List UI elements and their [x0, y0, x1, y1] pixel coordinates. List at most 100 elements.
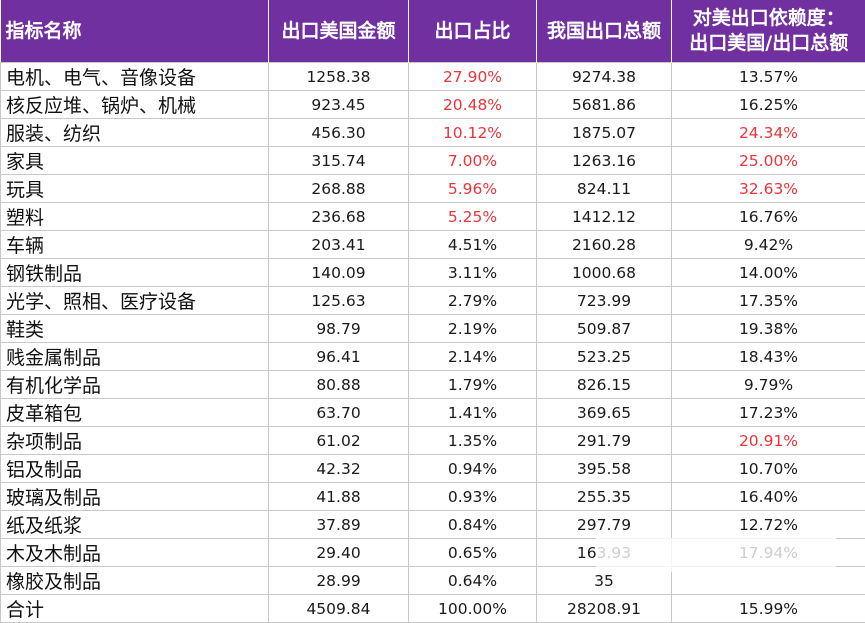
header-total-export: 我国出口总额 — [537, 0, 672, 63]
cell-dependency — [672, 567, 865, 595]
cell-us-export: 315.74 — [269, 147, 409, 175]
cell-us-export: 96.41 — [269, 343, 409, 371]
cell-us-export: 456.30 — [269, 119, 409, 147]
table-header: 指标名称 出口美国金额 出口占比 我国出口总额 对美出口依赖度： 出口美国/出口… — [1, 0, 865, 63]
cell-share: 10.12% — [409, 119, 537, 147]
cell-name: 皮革箱包 — [1, 399, 269, 427]
table-row: 钢铁制品 140.09 3.11% 1000.68 14.00% — [1, 259, 865, 287]
cell-dependency: 13.57% — [672, 63, 865, 91]
cell-name: 有机化学品 — [1, 371, 269, 399]
table-row: 贱金属制品 96.41 2.14% 523.25 18.43% — [1, 343, 865, 371]
table-row: 橡胶及制品 28.99 0.64% 35 — [1, 567, 865, 595]
cell-us-export: 1258.38 — [269, 63, 409, 91]
cell-total: 291.79 — [537, 427, 672, 455]
cell-name: 铝及制品 — [1, 455, 269, 483]
cell-total: 2160.28 — [537, 231, 672, 259]
cell-us-export: 125.63 — [269, 287, 409, 315]
cell-share: 27.90% — [409, 63, 537, 91]
cell-share: 7.00% — [409, 147, 537, 175]
cell-dependency: 9.79% — [672, 371, 865, 399]
cell-total: 826.15 — [537, 371, 672, 399]
table-row: 家具 315.74 7.00% 1263.16 25.00% — [1, 147, 865, 175]
cell-dependency: 24.34% — [672, 119, 865, 147]
cell-name: 塑料 — [1, 203, 269, 231]
cell-total: 163.93 — [537, 539, 672, 567]
cell-share: 1.35% — [409, 427, 537, 455]
header-indicator-name: 指标名称 — [1, 0, 269, 63]
cell-share: 0.94% — [409, 455, 537, 483]
cell-dependency: 16.76% — [672, 203, 865, 231]
table-row: 塑料 236.68 5.25% 1412.12 16.76% — [1, 203, 865, 231]
table-row: 核反应堆、锅炉、机械 923.45 20.48% 5681.86 16.25% — [1, 91, 865, 119]
table-row: 玻璃及制品 41.88 0.93% 255.35 16.40% — [1, 483, 865, 511]
table-row: 光学、照相、医疗设备 125.63 2.79% 723.99 17.35% — [1, 287, 865, 315]
table-body: 电机、电气、音像设备 1258.38 27.90% 9274.38 13.57%… — [1, 63, 865, 623]
cell-total: 9274.38 — [537, 63, 672, 91]
cell-total: 35 — [537, 567, 672, 595]
cell-name: 光学、照相、医疗设备 — [1, 287, 269, 315]
cell-name: 家具 — [1, 147, 269, 175]
cell-share: 5.96% — [409, 175, 537, 203]
cell-name: 合计 — [1, 595, 269, 623]
cell-us-export: 80.88 — [269, 371, 409, 399]
cell-name: 玻璃及制品 — [1, 483, 269, 511]
table-row: 服装、纺织 456.30 10.12% 1875.07 24.34% — [1, 119, 865, 147]
cell-total: 1412.12 — [537, 203, 672, 231]
table-row: 车辆 203.41 4.51% 2160.28 9.42% — [1, 231, 865, 259]
cell-us-export: 42.32 — [269, 455, 409, 483]
cell-us-export: 268.88 — [269, 175, 409, 203]
cell-us-export: 98.79 — [269, 315, 409, 343]
cell-name: 玩具 — [1, 175, 269, 203]
cell-dependency: 17.35% — [672, 287, 865, 315]
cell-name: 服装、纺织 — [1, 119, 269, 147]
header-us-export: 出口美国金额 — [269, 0, 409, 63]
cell-total: 1875.07 — [537, 119, 672, 147]
table-row: 杂项制品 61.02 1.35% 291.79 20.91% — [1, 427, 865, 455]
cell-total: 5681.86 — [537, 91, 672, 119]
cell-total: 523.25 — [537, 343, 672, 371]
cell-us-export: 63.70 — [269, 399, 409, 427]
cell-total: 1000.68 — [537, 259, 672, 287]
cell-dependency: 25.00% — [672, 147, 865, 175]
cell-dependency: 10.70% — [672, 455, 865, 483]
cell-name: 钢铁制品 — [1, 259, 269, 287]
cell-total: 1263.16 — [537, 147, 672, 175]
cell-dependency: 16.25% — [672, 91, 865, 119]
table-row: 铝及制品 42.32 0.94% 395.58 10.70% — [1, 455, 865, 483]
cell-total: 395.58 — [537, 455, 672, 483]
cell-share: 100.00% — [409, 595, 537, 623]
table-row: 皮革箱包 63.70 1.41% 369.65 17.23% — [1, 399, 865, 427]
cell-total: 723.99 — [537, 287, 672, 315]
cell-dependency: 9.42% — [672, 231, 865, 259]
header-us-dependency-line2: 出口美国/出口总额 — [672, 31, 865, 56]
table-row: 电机、电气、音像设备 1258.38 27.90% 9274.38 13.57% — [1, 63, 865, 91]
cell-dependency: 18.43% — [672, 343, 865, 371]
cell-name: 杂项制品 — [1, 427, 269, 455]
table-row: 木及木制品 29.40 0.65% 163.93 17.94% — [1, 539, 865, 567]
cell-total: 369.65 — [537, 399, 672, 427]
cell-us-export: 203.41 — [269, 231, 409, 259]
table-row-total: 合计 4509.84 100.00% 28208.91 15.99% — [1, 595, 865, 623]
cell-dependency: 16.40% — [672, 483, 865, 511]
cell-total: 297.79 — [537, 511, 672, 539]
cell-share: 2.19% — [409, 315, 537, 343]
cell-us-export: 37.89 — [269, 511, 409, 539]
cell-us-export: 236.68 — [269, 203, 409, 231]
cell-dependency: 12.72% — [672, 511, 865, 539]
cell-dependency: 19.38% — [672, 315, 865, 343]
cell-share: 4.51% — [409, 231, 537, 259]
cell-share: 0.64% — [409, 567, 537, 595]
cell-dependency: 32.63% — [672, 175, 865, 203]
cell-total: 255.35 — [537, 483, 672, 511]
cell-us-export: 923.45 — [269, 91, 409, 119]
cell-dependency: 14.00% — [672, 259, 865, 287]
cell-share: 20.48% — [409, 91, 537, 119]
cell-us-export: 29.40 — [269, 539, 409, 567]
cell-name: 核反应堆、锅炉、机械 — [1, 91, 269, 119]
table-row: 纸及纸浆 37.89 0.84% 297.79 12.72% — [1, 511, 865, 539]
cell-us-export: 28.99 — [269, 567, 409, 595]
cell-share: 0.65% — [409, 539, 537, 567]
cell-name: 车辆 — [1, 231, 269, 259]
cell-us-export: 4509.84 — [269, 595, 409, 623]
